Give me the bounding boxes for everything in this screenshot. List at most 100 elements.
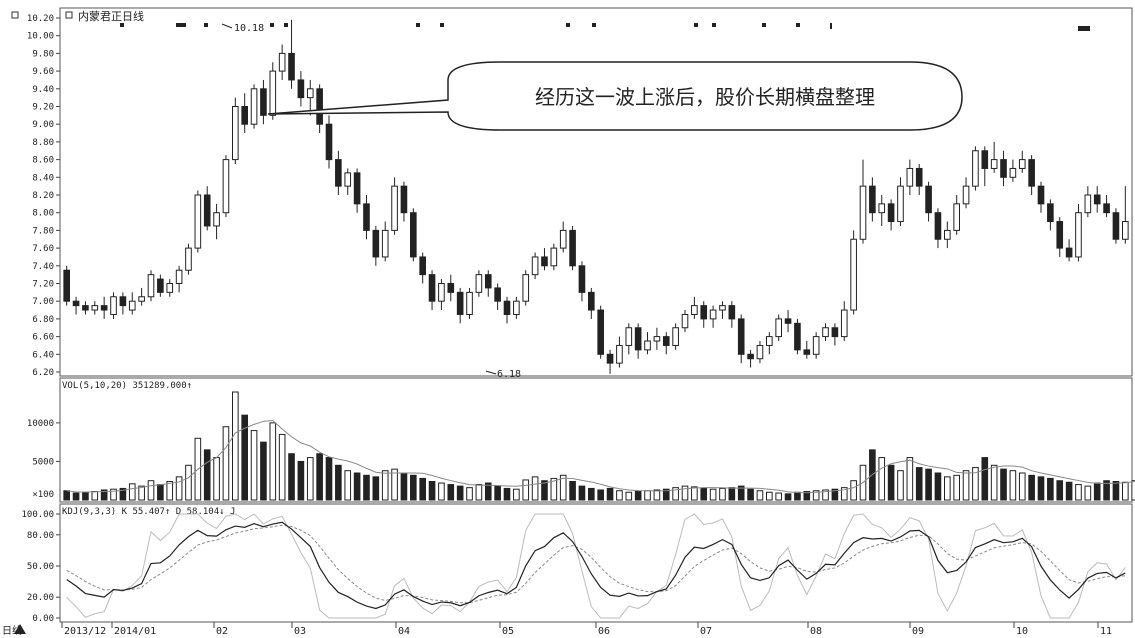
callout-text: 经历这一波上涨后，股价长期横盘整理 — [535, 85, 875, 109]
candle-body — [550, 247, 558, 267]
volume-bar — [522, 479, 530, 501]
volume-bar — [344, 470, 352, 501]
candle-body — [1028, 159, 1035, 187]
high-label: 10.18 — [234, 23, 264, 34]
volume-bar — [447, 484, 455, 501]
price-tick-label: 8.20 — [32, 191, 54, 201]
price-tick-label: 9.60 — [32, 67, 54, 77]
kdj-k-line — [66, 521, 1126, 610]
candle-body — [1037, 185, 1045, 205]
volume-bar — [962, 470, 970, 501]
candle-body — [128, 300, 136, 311]
volume-bar — [625, 491, 633, 501]
candle-body — [110, 296, 117, 315]
candle-body — [372, 229, 380, 258]
volume-tick-label: 5000 — [32, 457, 54, 467]
x-tick-label: 03 — [294, 626, 306, 637]
volume-tick-label: ×100 — [32, 490, 54, 500]
candle-body — [906, 167, 914, 187]
volume-bar — [915, 467, 923, 501]
kdj-tick-label: 0.00 — [32, 614, 54, 624]
candle-body — [897, 185, 904, 223]
event-marker — [284, 23, 288, 27]
volume-bar — [119, 487, 127, 501]
callout-bubble — [267, 61, 963, 131]
event-marker — [592, 23, 596, 27]
candle-body — [766, 336, 773, 346]
volume-bar — [691, 486, 698, 501]
volume-bar — [475, 484, 483, 501]
volume-bar — [1093, 482, 1101, 501]
volume-bar — [456, 485, 464, 501]
volume-bar — [260, 441, 267, 501]
x-tick-label: 06 — [598, 626, 610, 637]
volume-bar — [503, 487, 511, 501]
price-tick-label: 8.40 — [32, 173, 54, 183]
candle-body — [541, 256, 548, 267]
candle-body — [1075, 212, 1082, 258]
candle-body — [747, 353, 754, 360]
volume-bar — [138, 485, 145, 501]
candle-body — [513, 300, 520, 315]
volume-bar — [747, 488, 754, 501]
event-marker — [796, 23, 800, 27]
volume-bar — [325, 457, 333, 501]
chart-title: 内蒙君正日线 — [78, 9, 144, 23]
price-tick-label: 6.40 — [32, 350, 54, 360]
volume-bar — [428, 480, 436, 501]
volume-bar — [391, 468, 398, 501]
candle-body — [990, 159, 998, 169]
candle-body — [316, 88, 323, 125]
candle-body — [1093, 194, 1101, 205]
candle-body — [653, 336, 661, 342]
candle-body — [569, 229, 576, 267]
candle-body — [213, 212, 220, 227]
volume-bar — [934, 472, 942, 501]
volume-bar — [756, 490, 764, 501]
price-tick-label: 9.20 — [32, 103, 54, 113]
candle-body — [381, 229, 389, 258]
candle-body — [981, 150, 989, 169]
candle-body — [353, 172, 361, 205]
candle-body — [962, 185, 970, 205]
candle-body — [1018, 159, 1026, 169]
volume-bar — [878, 457, 886, 501]
price-tick-label: 6.80 — [32, 315, 54, 325]
kdj-axis: 100.00 80.00 50.00 20.00 0.00 — [21, 510, 60, 624]
candle-body — [419, 256, 426, 276]
volume-bar — [644, 490, 651, 501]
event-marker — [440, 23, 444, 27]
triangle-up-icon[interactable] — [14, 624, 26, 634]
candlestick-series — [63, 19, 1129, 374]
x-tick-label: 07 — [700, 626, 712, 637]
candle-body — [288, 52, 295, 81]
volume-bar — [288, 453, 295, 501]
candle-body — [147, 274, 155, 298]
volume-bar — [335, 464, 342, 501]
volume-bar — [1112, 480, 1120, 501]
volume-bar — [766, 491, 773, 501]
volume-bar — [972, 467, 979, 501]
x-tick-label: 05 — [502, 626, 514, 637]
volume-bar — [400, 472, 408, 501]
kdj-tick-label: 50.00 — [27, 562, 54, 572]
candle-body — [840, 309, 848, 338]
volume-bar — [1065, 481, 1073, 501]
volume-bar — [513, 488, 520, 501]
volume-bar — [588, 487, 595, 501]
volume-bar — [653, 489, 661, 501]
volume-bar — [728, 487, 736, 501]
candle-body — [812, 336, 820, 355]
candle-body — [260, 88, 267, 116]
volume-bar — [269, 422, 277, 501]
volume-bar — [128, 483, 136, 501]
volume-bars — [63, 391, 1135, 501]
candle-body — [232, 106, 239, 161]
candle-body — [119, 296, 127, 307]
x-tick-label: 04 — [398, 626, 410, 637]
volume-bar — [681, 485, 689, 501]
volume-bar — [925, 468, 932, 501]
event-marker — [566, 23, 570, 27]
price-tick-label: 7.60 — [32, 244, 54, 254]
volume-bar — [494, 485, 501, 501]
